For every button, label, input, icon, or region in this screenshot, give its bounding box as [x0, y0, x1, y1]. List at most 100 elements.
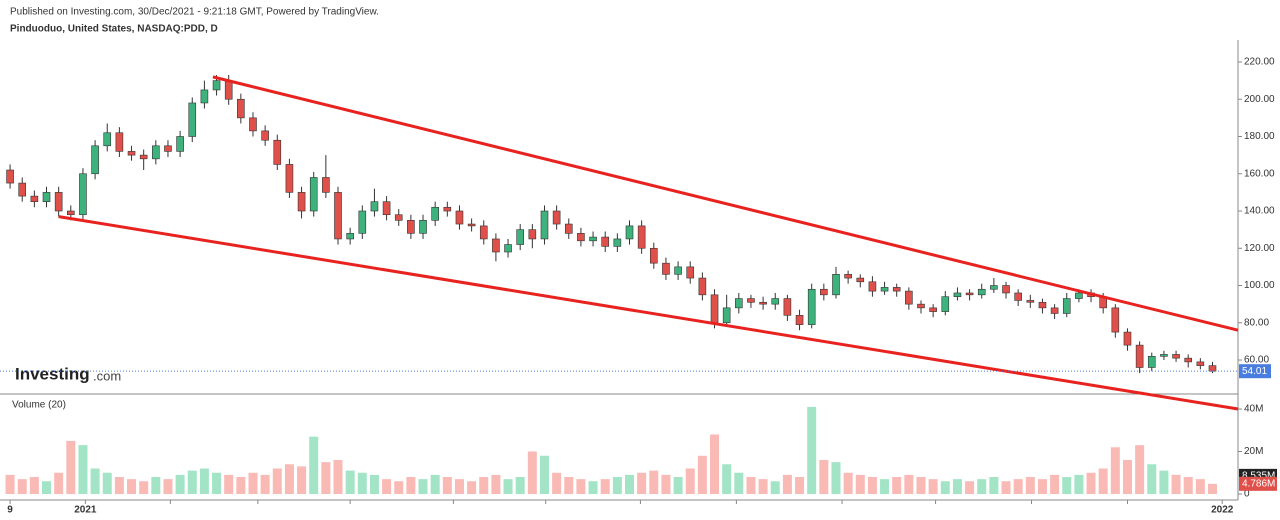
- published-note: Published on Investing.com, 30/Dec/2021 …: [10, 7, 379, 18]
- candle-body: [552, 210, 561, 225]
- volume-bar: [710, 434, 720, 494]
- candle-body: [127, 151, 136, 156]
- x-tick-label: 9: [7, 505, 13, 516]
- candle-body: [625, 225, 634, 240]
- candle-body: [528, 229, 537, 240]
- volume-bar: [637, 472, 647, 494]
- volume-bar: [17, 479, 27, 494]
- candle-body: [249, 117, 257, 132]
- candle-body: [443, 206, 452, 212]
- candle-body: [309, 177, 318, 212]
- candle-body: [601, 236, 610, 247]
- volume-bar: [782, 474, 792, 494]
- volume-bar: [1147, 464, 1157, 494]
- candle-body: [407, 220, 415, 234]
- volume-bar: [770, 481, 780, 494]
- y-tick-label: 80.00: [1244, 317, 1269, 328]
- candle-body: [212, 80, 221, 91]
- candle-body: [1135, 344, 1144, 368]
- volume-bar: [746, 477, 756, 494]
- candle-body: [917, 303, 925, 309]
- volume-bar: [139, 481, 149, 494]
- candle-body: [492, 238, 500, 253]
- volume-bar: [1110, 447, 1120, 494]
- candle-body: [953, 292, 962, 297]
- volume-title: Volume (20): [12, 400, 66, 411]
- volume-bar: [855, 474, 865, 494]
- volume-bar: [29, 477, 39, 494]
- candle-body: [1002, 285, 1010, 294]
- candle-body: [807, 288, 816, 325]
- candle-body: [856, 277, 865, 283]
- candle-body: [722, 307, 731, 324]
- volume-bar: [880, 479, 890, 494]
- candle-body: [479, 225, 488, 240]
- candle-body: [1123, 331, 1132, 346]
- volume-bar: [442, 477, 452, 494]
- volume-bar: [382, 479, 392, 494]
- candle-body: [1184, 357, 1193, 363]
- candle-body: [467, 223, 476, 227]
- volume-bar: [369, 474, 379, 494]
- volume-bar: [394, 481, 404, 494]
- volume-bar: [685, 468, 695, 494]
- volume-bar: [515, 477, 525, 494]
- volume-tick-label: 0: [1244, 489, 1250, 500]
- x-tick-label: 2022: [1211, 505, 1234, 516]
- volume-bar: [479, 477, 489, 494]
- candle-body: [30, 195, 39, 202]
- candle-body: [1050, 307, 1059, 314]
- volume-bar: [90, 468, 100, 494]
- volume-tick-label: 40M: [1244, 404, 1263, 415]
- volume-bar: [734, 472, 744, 494]
- candle-body: [79, 173, 87, 216]
- candle-body: [334, 192, 342, 240]
- volume-bar: [722, 464, 732, 494]
- volume-bar: [1086, 472, 1096, 494]
- y-tick-label: 160.00: [1244, 168, 1275, 179]
- volume-bar: [1122, 460, 1132, 494]
- candle-body: [91, 145, 99, 175]
- volume-bar: [965, 481, 975, 494]
- x-tick-label: 2021: [74, 505, 97, 516]
- volume-bar: [1001, 481, 1011, 494]
- candle-body: [795, 315, 804, 325]
- volume-bar: [697, 455, 707, 494]
- candle-body: [990, 285, 998, 290]
- candle-body: [431, 206, 439, 221]
- candle-body: [977, 288, 986, 296]
- volume-bar: [892, 477, 902, 494]
- volume-bar: [430, 474, 440, 494]
- candle-body: [929, 307, 937, 312]
- candle-body: [394, 214, 403, 221]
- volume-bar: [418, 479, 428, 494]
- candle-body: [710, 294, 719, 324]
- volume-bar: [1013, 479, 1023, 494]
- y-tick-label: 60.00: [1244, 355, 1269, 366]
- volume-bar: [1207, 483, 1217, 494]
- candle-body: [649, 247, 658, 264]
- volume-bar: [42, 481, 52, 494]
- volume-bar: [564, 477, 574, 494]
- candle-body: [1147, 356, 1156, 368]
- candle-body: [832, 274, 840, 296]
- y-tick-label: 140.00: [1244, 206, 1275, 217]
- candle-body: [783, 298, 792, 316]
- candle-body: [662, 262, 670, 275]
- candle-body: [322, 177, 330, 193]
- candle-body: [1075, 292, 1083, 299]
- candle-body: [820, 288, 828, 296]
- volume-bar: [127, 479, 137, 494]
- candle-body: [164, 145, 172, 152]
- volume-bar: [212, 472, 222, 494]
- trend-line: [212, 75, 1239, 332]
- candle-body: [152, 145, 160, 160]
- candle-body: [892, 287, 901, 292]
- trend-line: [58, 215, 1239, 411]
- volume-bar: [928, 479, 938, 494]
- candle-body: [273, 139, 282, 165]
- volume-bar: [1183, 477, 1193, 494]
- candle-body: [868, 281, 877, 292]
